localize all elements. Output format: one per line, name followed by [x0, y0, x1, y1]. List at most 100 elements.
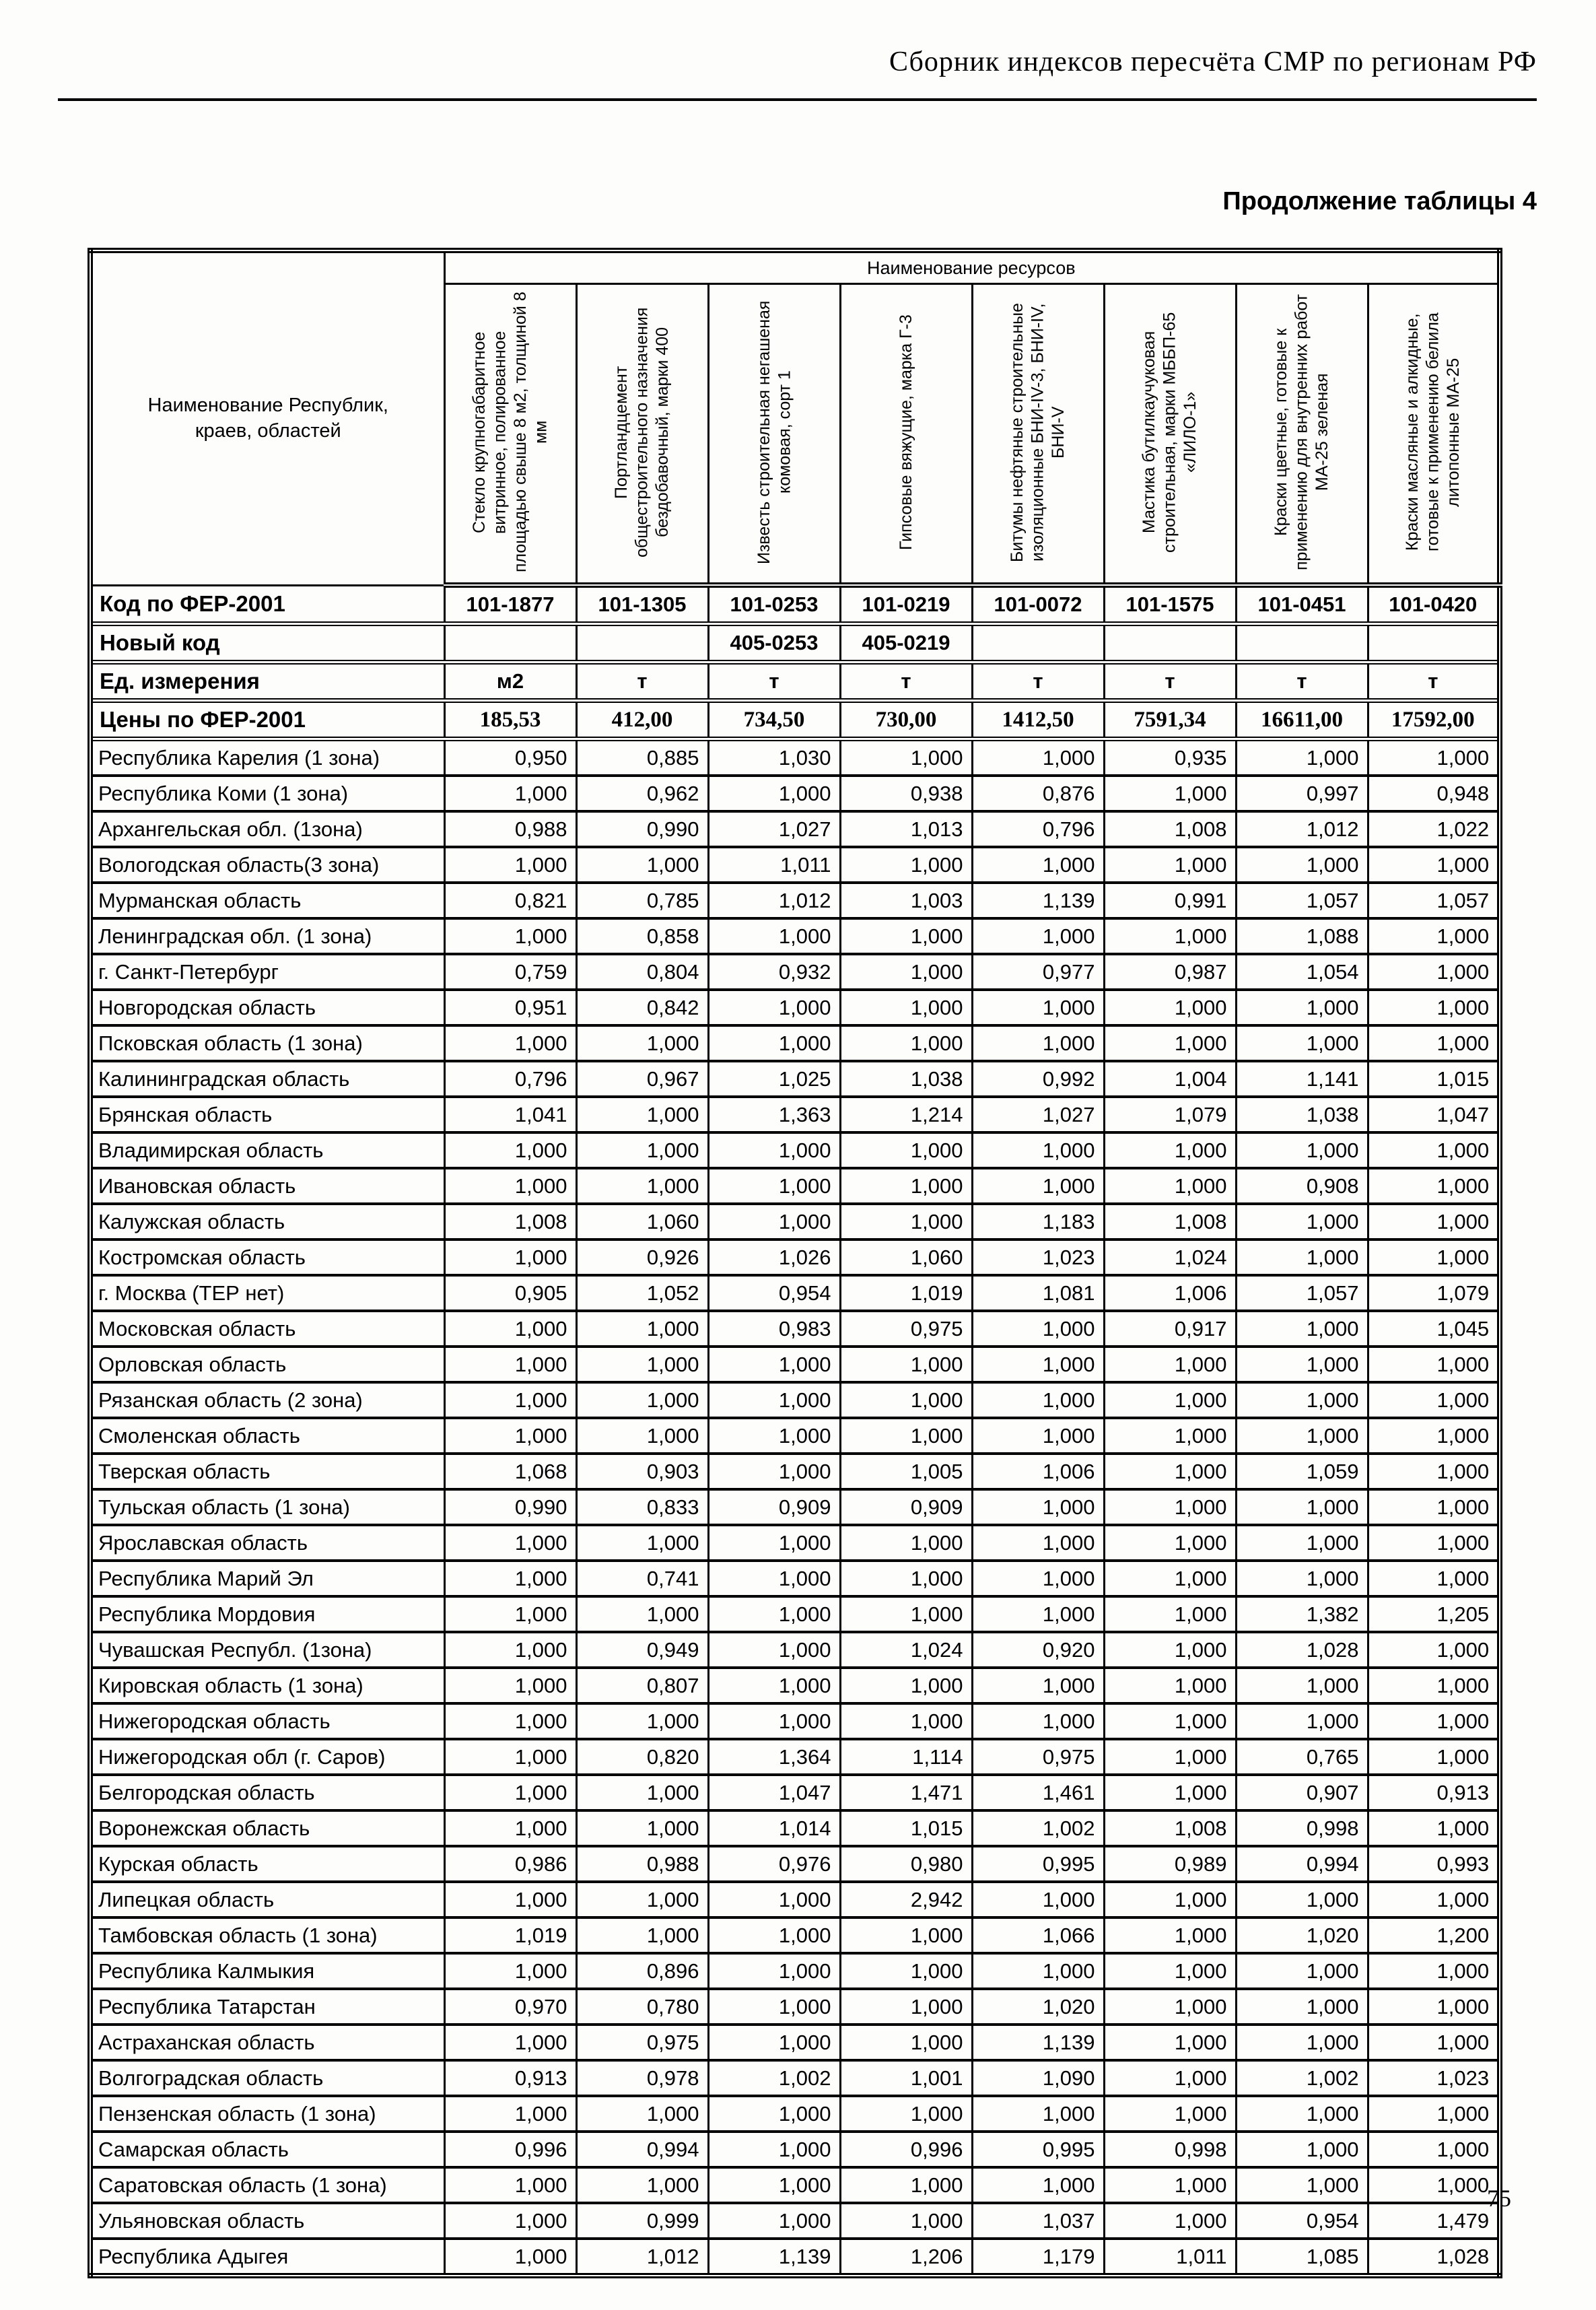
region-name-cell: Республика Карелия (1 зона) [89, 737, 446, 777]
meta-value-cell: т [971, 661, 1105, 703]
meta-value-cell [1103, 623, 1237, 665]
index-value-cell: 1,000 [1235, 1310, 1369, 1348]
index-value-cell: 1,000 [443, 917, 578, 955]
column-header-8: Краски масляные и алкидные, готовые к пр… [1366, 283, 1501, 588]
index-value-cell: 1,052 [575, 1274, 709, 1312]
index-value-cell: 1,000 [839, 1988, 973, 2026]
index-value-cell: 1,000 [839, 1595, 973, 1633]
index-value-cell: 1,000 [1103, 1595, 1237, 1633]
index-value-cell: 1,000 [1366, 2130, 1501, 2169]
meta-value-cell: 1412,50 [971, 700, 1105, 741]
index-value-cell: 0,988 [575, 1845, 709, 1883]
index-value-cell: 1,000 [1103, 2059, 1237, 2097]
index-value-cell: 0,905 [443, 1274, 578, 1312]
index-value-cell: 0,796 [443, 1060, 578, 1098]
index-value-cell: 1,002 [971, 1809, 1105, 1847]
index-value-cell: 1,000 [707, 1559, 841, 1598]
region-name-cell: г. Санкт-Петербург [89, 953, 446, 991]
index-value-cell: 1,003 [839, 881, 973, 920]
index-value-cell: 0,907 [1235, 1773, 1369, 1812]
index-value-cell: 1,000 [575, 1702, 709, 1740]
index-value-cell: 1,000 [1235, 1702, 1369, 1740]
index-value-cell: 1,088 [1235, 917, 1369, 955]
index-value-cell: 0,909 [707, 1488, 841, 1526]
index-value-cell: 1,000 [707, 1702, 841, 1740]
index-value-cell: 0,913 [1366, 1773, 1501, 1812]
index-value-cell: 1,020 [1235, 1916, 1369, 1955]
index-value-cell: 1,000 [707, 1345, 841, 1384]
meta-value-cell: 734,50 [707, 700, 841, 741]
index-value-cell: 1,000 [443, 1238, 578, 1277]
index-value-cell: 1,028 [1235, 1631, 1369, 1669]
index-value-cell: 0,896 [575, 1952, 709, 1990]
index-value-cell: 1,000 [707, 1202, 841, 1241]
index-value-cell: 1,000 [443, 846, 578, 884]
region-name-cell: Владимирская область [89, 1131, 446, 1169]
index-value-cell: 0,999 [575, 2202, 709, 2240]
index-value-cell: 1,000 [707, 1417, 841, 1455]
page-number: 75 [1487, 2185, 1511, 2212]
index-value-cell: 1,000 [1103, 1559, 1237, 1598]
page-title: Сборник индексов пересчёта СМР по регион… [889, 46, 1537, 77]
index-value-cell: 1,000 [443, 1702, 578, 1740]
index-value-cell: 1,000 [443, 1631, 578, 1669]
index-value-cell: 1,000 [971, 1666, 1105, 1705]
index-value-cell: 1,000 [443, 1880, 578, 1919]
index-value-cell: 0,988 [443, 810, 578, 848]
meta-value-cell: 101-0253 [707, 584, 841, 626]
index-value-cell: 0,997 [1235, 774, 1369, 813]
index-value-cell: 1,015 [1366, 1060, 1501, 1098]
index-value-cell: 1,045 [1366, 1310, 1501, 1348]
table-row: Псковская область (1 зона) 1,000 1,000 1,00… [89, 1024, 1501, 1062]
index-value-cell: 0,996 [443, 2130, 578, 2169]
index-value-cell: 1,000 [1366, 2166, 1501, 2204]
index-value-cell: 1,000 [839, 988, 973, 1027]
meta-value-cell: 101-0451 [1235, 584, 1369, 626]
index-value-cell: 1,026 [707, 1238, 841, 1277]
index-value-cell: 0,998 [1103, 2130, 1237, 2169]
index-value-cell: 1,024 [839, 1631, 973, 1669]
index-value-cell: 1,000 [971, 2095, 1105, 2133]
index-value-cell: 1,000 [443, 1167, 578, 1205]
table-header: Наименование Республик, краев, областей … [89, 249, 1501, 588]
index-value-cell: 0,967 [575, 1060, 709, 1098]
index-value-cell: 1,000 [1235, 1524, 1369, 1562]
index-value-cell: 1,000 [1366, 1024, 1501, 1062]
index-value-cell: 1,000 [839, 1417, 973, 1455]
meta-value-cell: 730,00 [839, 700, 973, 741]
region-name-cell: Ленинградская обл. (1 зона) [89, 917, 446, 955]
index-value-cell: 1,000 [443, 2023, 578, 2062]
index-value-cell: 1,090 [971, 2059, 1105, 2097]
region-name-cell: Калининградская область [89, 1060, 446, 1098]
index-value-cell: 1,139 [707, 2237, 841, 2277]
index-value-cell: 0,995 [971, 1845, 1105, 1883]
table-row: Тверская область 1,068 0,903 1,000 1,005 1,00… [89, 1452, 1501, 1491]
index-value-cell: 0,990 [575, 810, 709, 848]
index-value-cell: 1,000 [1366, 1631, 1501, 1669]
index-value-cell: 1,000 [1103, 1988, 1237, 2026]
index-value-cell: 1,000 [707, 1381, 841, 1419]
index-value-cell: 1,060 [575, 1202, 709, 1241]
table-row: Мурманская область 0,821 0,785 1,012 1,003 1,… [89, 881, 1501, 920]
region-name-cell: Белгородская область [89, 1773, 446, 1812]
index-value-cell: 1,000 [839, 917, 973, 955]
table-row: Липецкая область 1,000 1,000 1,000 2,942 1,00… [89, 1880, 1501, 1919]
region-name-cell: Смоленская область [89, 1417, 446, 1455]
index-value-cell: 1,000 [1366, 953, 1501, 991]
table-row: Орловская область 1,000 1,000 1,000 1,000 1,0… [89, 1345, 1501, 1384]
column-header-text: Стекло крупногабаритное витринное, полир… [470, 292, 551, 572]
header-divider-line [58, 98, 1537, 101]
column-header-1: Стекло крупногабаритное витринное, полир… [443, 283, 578, 588]
index-value-cell: 0,962 [575, 774, 709, 813]
index-value-cell: 0,741 [575, 1559, 709, 1598]
index-value-cell: 0,976 [707, 1845, 841, 1883]
index-value-cell: 1,054 [1235, 953, 1369, 991]
region-name-cell: Тверская область [89, 1452, 446, 1491]
index-value-cell: 1,057 [1366, 881, 1501, 920]
index-value-cell: 0,796 [971, 810, 1105, 848]
index-value-cell: 1,000 [1235, 2166, 1369, 2204]
meta-value-cell [971, 623, 1105, 665]
index-value-cell: 1,363 [707, 1095, 841, 1134]
index-value-cell: 1,000 [1235, 1488, 1369, 1526]
index-value-cell: 1,000 [443, 1381, 578, 1419]
